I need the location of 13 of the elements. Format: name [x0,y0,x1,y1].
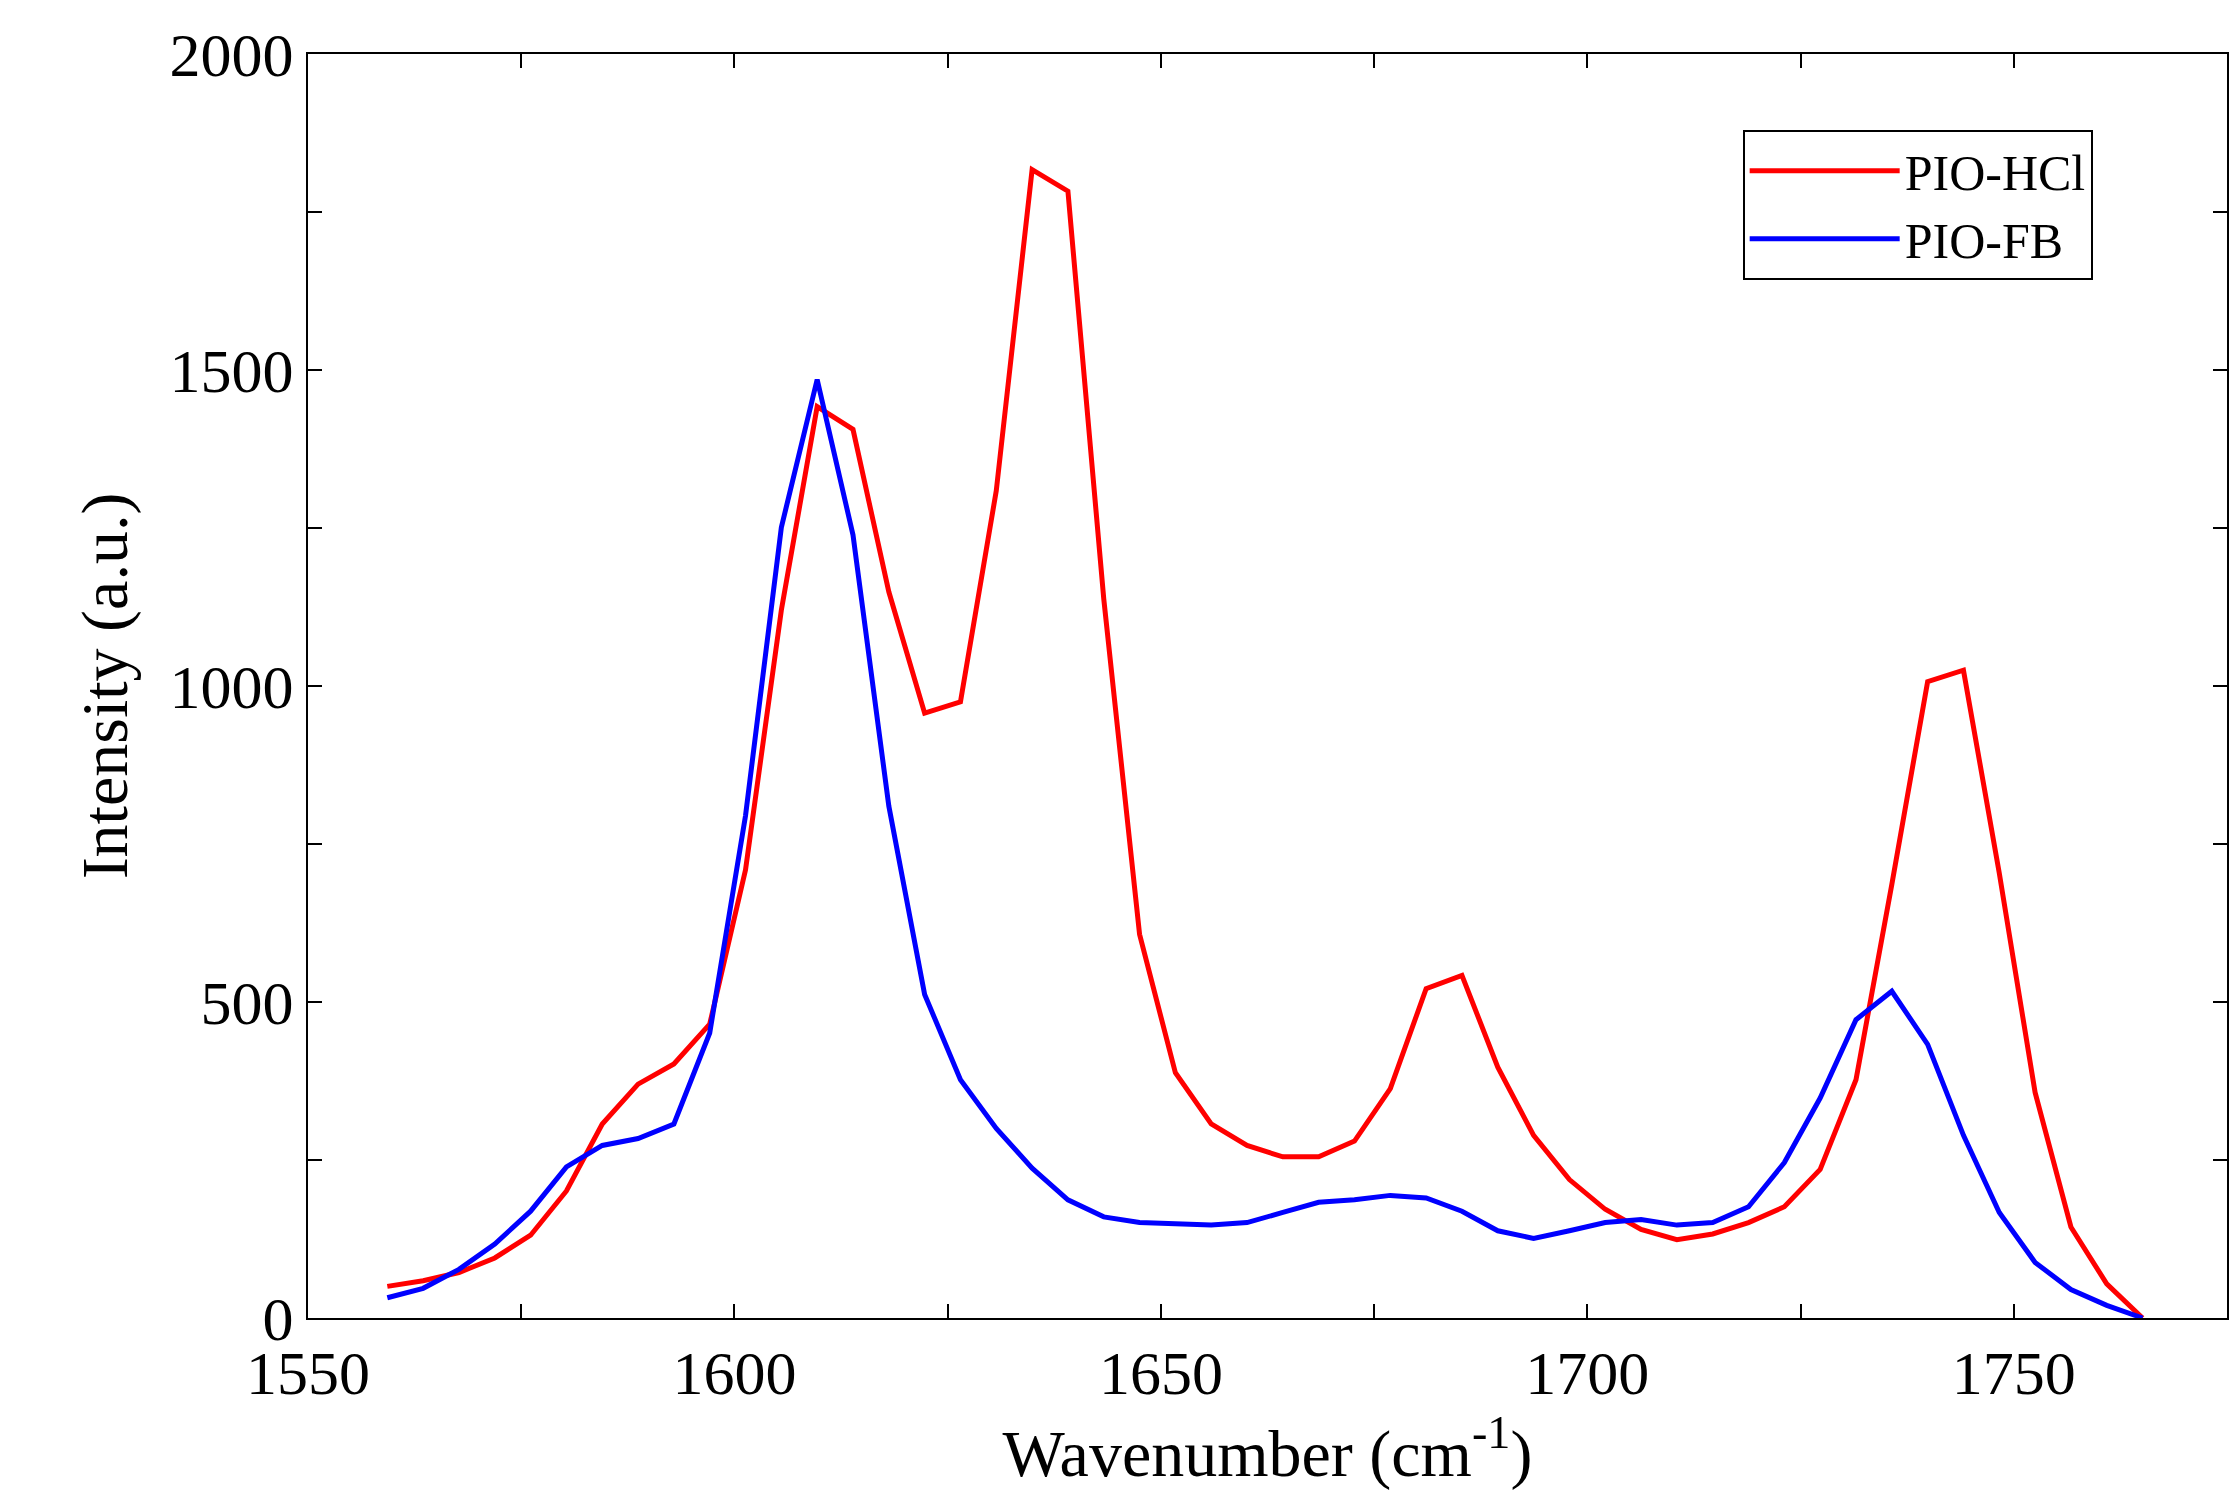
y-tick-label: 500 [200,968,294,1037]
y-axis-title: Intensity (a.u.) [68,492,143,880]
x-tick-label: 1750 [1951,1339,2076,1408]
y-tick-label: 1500 [169,336,294,405]
y-tick-label: 0 [262,1284,294,1353]
x-axis-title: Wavenumber (cm$^{-1}$) [1002,1407,1533,1492]
legend-label: PIO-HCl [1904,145,2086,202]
x-tick-label: 1700 [1525,1339,1650,1408]
x-tick-label: 1650 [1098,1339,1223,1408]
x-tick-label: 1600 [672,1339,797,1408]
y-tick-label: 2000 [169,20,294,89]
y-tick-label: 1000 [169,652,294,721]
legend-label: PIO-FB [1904,213,2064,270]
